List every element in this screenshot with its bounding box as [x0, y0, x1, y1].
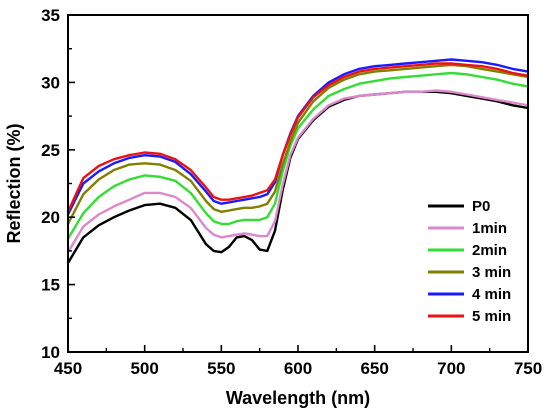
series-line-4 [66, 58, 530, 216]
y-tick-label: 20 [41, 208, 60, 227]
series-layer [66, 58, 530, 265]
x-tick-label: 550 [207, 359, 235, 378]
legend: P0 1min 2min 3 min 4 min 5 min [428, 198, 511, 325]
tick-layer: 450 500 550 600 650 700 750 10 15 20 25 30 35 [41, 6, 542, 378]
series-line-3 [66, 63, 530, 226]
x-axis-title: Wavelength (nm) [226, 388, 370, 408]
x-tick-label: 650 [360, 359, 388, 378]
legend-label-0: P0 [472, 198, 490, 215]
x-tick-label: 750 [514, 359, 542, 378]
x-tick-label: 450 [54, 359, 82, 378]
legend-label-2: 2min [472, 242, 507, 259]
series-line-5 [66, 62, 530, 213]
y-tick-label: 15 [41, 276, 60, 295]
x-tick-label: 700 [437, 359, 465, 378]
legend-label-1: 1min [472, 220, 507, 237]
series-line-1 [66, 89, 530, 254]
x-tick-label: 500 [130, 359, 158, 378]
series-line-0 [66, 90, 530, 265]
legend-label-3: 3 min [472, 264, 511, 281]
y-axis-title: Reflection (%) [4, 123, 24, 243]
y-tick-label: 35 [41, 6, 60, 25]
y-tick-label: 30 [41, 73, 60, 92]
x-tick-label: 600 [284, 359, 312, 378]
y-tick-label: 10 [41, 343, 60, 362]
y-tick-label: 25 [41, 141, 60, 160]
legend-label-4: 4 min [472, 286, 511, 303]
legend-label-5: 5 min [472, 308, 511, 325]
series-line-2 [66, 71, 530, 240]
